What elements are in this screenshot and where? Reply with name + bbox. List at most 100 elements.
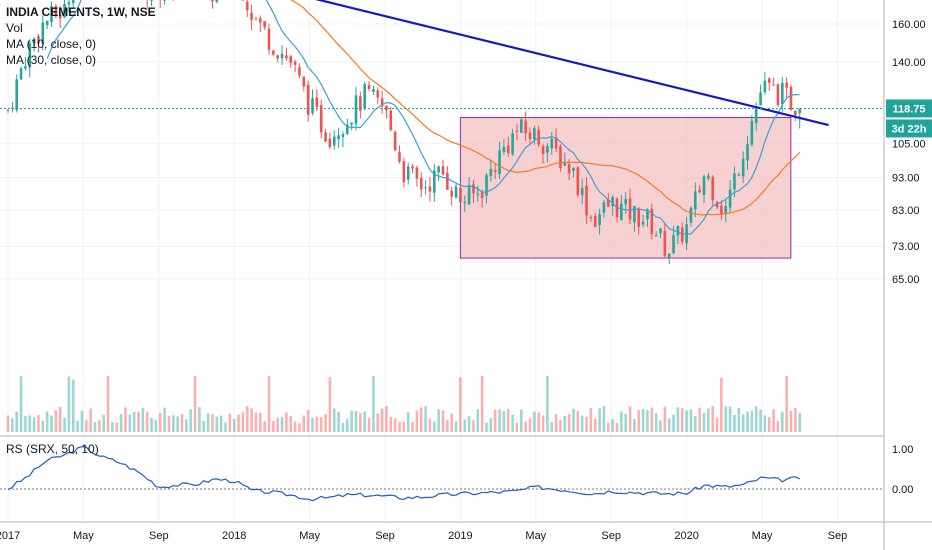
volume-bar — [446, 419, 449, 432]
time-tick-label: 2018 — [222, 530, 246, 542]
volume-bar — [215, 416, 219, 432]
volume-bar — [794, 407, 797, 432]
chart-legend: INDIA CEMENTS, 1W, NSE Vol MA (10, close… — [6, 4, 156, 68]
volume-bar — [189, 409, 192, 432]
candle-body — [393, 131, 397, 150]
candle-body — [754, 106, 758, 124]
symbol-title[interactable]: INDIA CEMENTS, 1W, NSE — [6, 5, 156, 19]
price-axis[interactable]: 260.00220.00180.00160.00140.00105.0093.0… — [892, 0, 926, 286]
volume-bar — [37, 415, 40, 432]
volume-bar — [580, 415, 584, 432]
candle-body — [259, 18, 262, 23]
rs-indicator-label[interactable]: RS (SRX, 50, 10) — [6, 442, 99, 456]
volume-bar — [472, 420, 475, 432]
candle-body — [406, 166, 410, 180]
candle-body — [32, 38, 36, 44]
indicator-vol[interactable]: Vol — [6, 21, 23, 35]
volume-bar — [45, 411, 49, 432]
candle-body — [346, 124, 349, 134]
volume-bar — [98, 420, 101, 432]
candle-body — [506, 145, 510, 153]
volume-bar — [698, 407, 701, 432]
candle-body — [646, 209, 649, 220]
candle-body — [263, 21, 266, 28]
volume-bar — [193, 376, 197, 432]
volume-bar — [111, 421, 114, 432]
volume-bar — [202, 420, 206, 432]
candle-body — [15, 79, 18, 111]
volume-bar — [741, 414, 745, 432]
price-tick-label: 65.00 — [892, 274, 920, 286]
candle-body — [367, 84, 371, 89]
volume-bar — [602, 405, 606, 432]
volume-bar — [319, 417, 323, 432]
candle-body — [785, 82, 788, 88]
indicator-ma30[interactable]: MA (30, close, 0) — [6, 53, 97, 67]
volume-bar — [641, 409, 645, 432]
candle-body — [54, 6, 58, 17]
volume-bar — [406, 412, 410, 432]
volume-bar — [350, 410, 353, 432]
time-tick-label: 2020 — [674, 530, 698, 542]
volume-bar — [341, 423, 345, 432]
volume-bar — [511, 414, 514, 432]
volume-bar — [328, 377, 332, 432]
volume-bar — [789, 411, 793, 432]
candle-body — [733, 173, 736, 190]
volume-bar — [15, 411, 18, 432]
candle-body — [306, 84, 310, 115]
volume-bar — [167, 416, 171, 432]
candle-body — [637, 208, 641, 227]
volume-bar — [172, 415, 175, 432]
volume-bar — [667, 418, 671, 432]
candle-body — [502, 147, 506, 152]
rs-tick-label: 1.00 — [892, 444, 913, 456]
volume-bar — [219, 415, 223, 432]
volume-bar — [724, 406, 728, 432]
candle-body — [563, 161, 567, 166]
volume-bar — [28, 415, 32, 432]
candle-body — [624, 198, 627, 205]
volume-bar — [672, 414, 675, 432]
volume-bar — [650, 407, 654, 432]
volume-bar — [637, 410, 641, 432]
rs-tick-label: 0.00 — [892, 484, 913, 496]
candle-body — [728, 189, 732, 208]
time-tick-label: Sep — [601, 530, 621, 542]
volume-bar — [450, 413, 453, 432]
volume-bar — [620, 411, 623, 432]
volume-bar — [419, 407, 423, 432]
volume-bar — [19, 376, 23, 432]
volume-bar — [285, 412, 288, 432]
volume-bar — [759, 409, 762, 432]
indicator-ma10[interactable]: MA (10, close, 0) — [6, 37, 97, 51]
volume-bar — [624, 413, 627, 432]
candle-body — [702, 176, 706, 196]
volume-bar — [559, 419, 562, 432]
trendline[interactable] — [0, 0, 829, 127]
volume-bar — [554, 414, 558, 432]
volume-bar — [124, 407, 127, 432]
price-tick-label: 105.00 — [892, 138, 926, 150]
candle-body — [789, 86, 793, 110]
price-tick-label: 140.00 — [892, 57, 926, 69]
volume-bar — [633, 418, 636, 432]
volume-bar — [102, 414, 105, 432]
candle-body — [550, 138, 554, 149]
candle-body — [546, 145, 549, 153]
volume-bar — [563, 415, 567, 432]
candle-body — [380, 98, 384, 107]
candle-body — [515, 130, 519, 132]
time-axis[interactable]: 2017 May Sep 2018 May Sep 2019 May Sep 2020 May Sep — [0, 530, 847, 542]
candle-body — [424, 187, 427, 189]
volume-bar — [663, 406, 667, 432]
volume-bar — [289, 415, 293, 432]
volume-bar — [376, 413, 380, 432]
volume-bars — [6, 376, 801, 432]
candle-body — [293, 61, 297, 65]
volume-bar — [454, 421, 458, 432]
candle-body — [794, 110, 797, 116]
volume-bar — [720, 377, 723, 432]
volume-bar — [63, 417, 66, 432]
